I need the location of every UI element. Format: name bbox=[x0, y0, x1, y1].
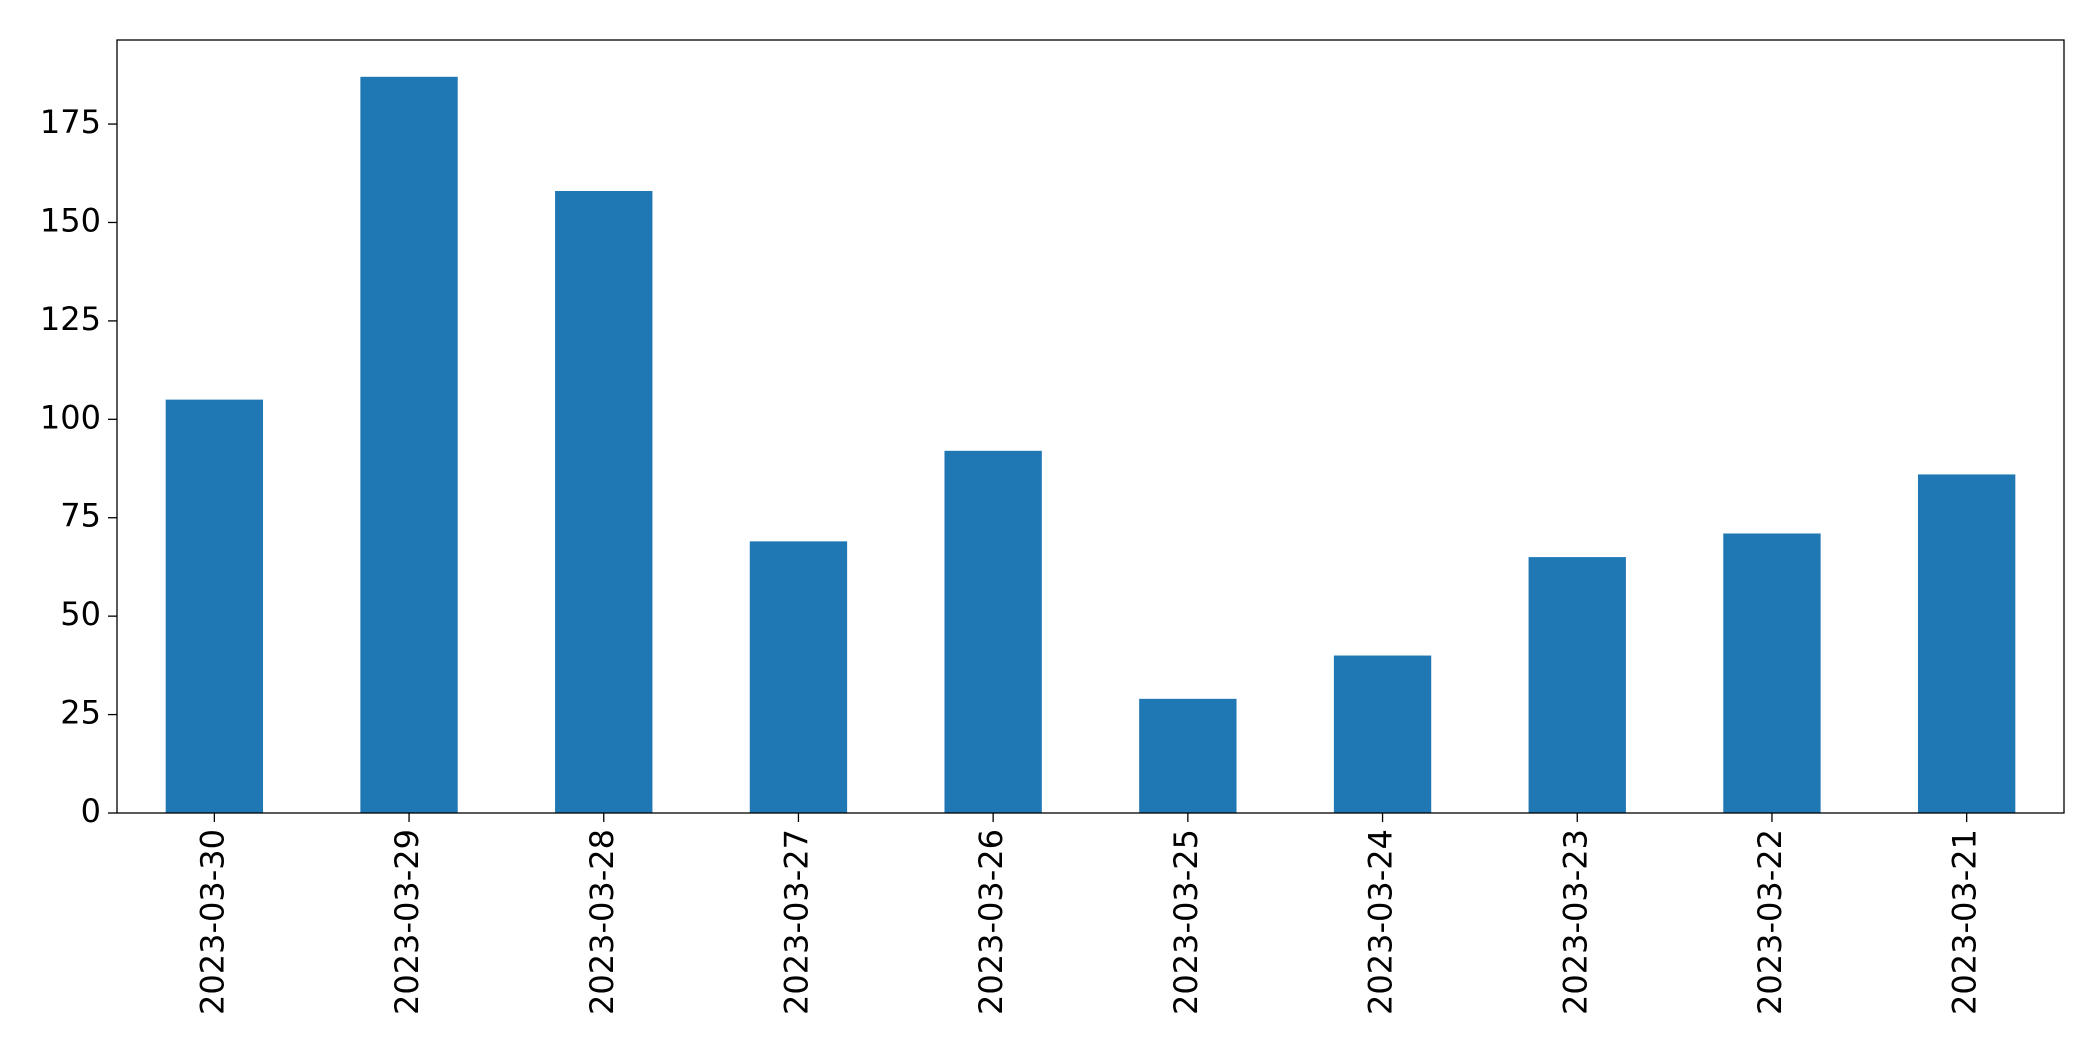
y-tick-label: 25 bbox=[60, 694, 101, 732]
x-tick-label: 2023-03-25 bbox=[1167, 829, 1205, 1015]
x-tick-label: 2023-03-29 bbox=[388, 829, 426, 1015]
bar bbox=[1139, 698, 1237, 813]
y-tick-label: 175 bbox=[40, 103, 101, 141]
bar bbox=[1917, 474, 2016, 813]
y-tick-label: 125 bbox=[40, 300, 101, 338]
x-tick-label: 2023-03-26 bbox=[972, 829, 1010, 1015]
bar bbox=[1723, 533, 1821, 813]
bar bbox=[749, 541, 848, 813]
y-tick-label: 150 bbox=[40, 201, 101, 239]
x-tick-label: 2023-03-30 bbox=[193, 829, 231, 1015]
y-tick-label: 100 bbox=[40, 398, 101, 436]
y-tick-label: 75 bbox=[60, 497, 101, 535]
bar bbox=[944, 450, 1042, 813]
bar bbox=[165, 399, 264, 813]
y-tick-label: 0 bbox=[81, 792, 101, 830]
bar bbox=[1333, 655, 1432, 813]
x-tick-label: 2023-03-24 bbox=[1362, 829, 1400, 1015]
x-tick-label: 2023-03-27 bbox=[777, 829, 815, 1015]
x-tick-label: 2023-03-22 bbox=[1751, 829, 1789, 1015]
plot-frame bbox=[116, 39, 2065, 814]
bar bbox=[555, 190, 653, 814]
y-tick-label: 50 bbox=[60, 595, 101, 633]
x-tick-label: 2023-03-28 bbox=[583, 829, 621, 1015]
x-tick-label: 2023-03-21 bbox=[1946, 829, 1984, 1015]
bar bbox=[1528, 557, 1626, 813]
bar bbox=[360, 76, 458, 814]
x-tick-label: 2023-03-23 bbox=[1556, 829, 1594, 1015]
